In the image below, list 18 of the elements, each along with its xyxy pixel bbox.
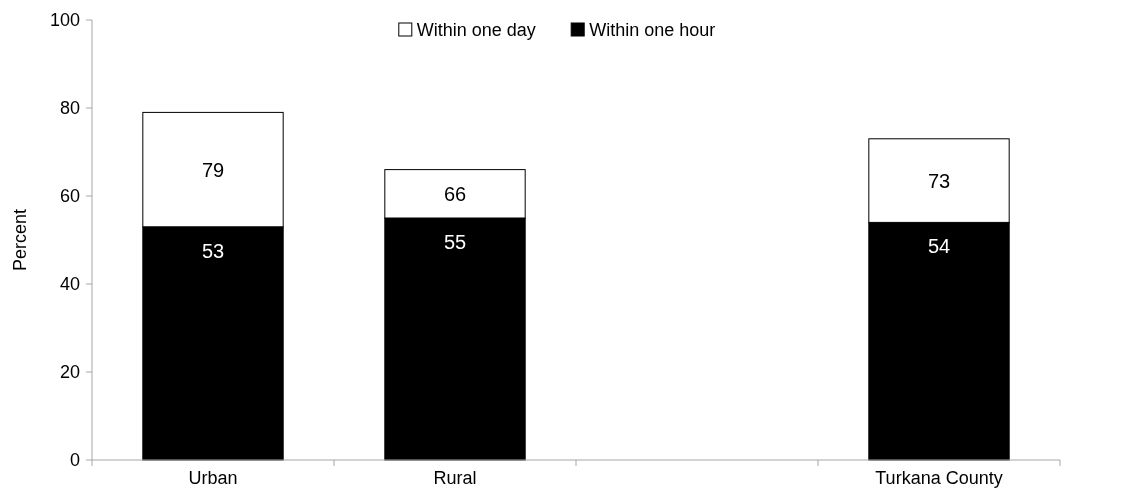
y-tick-label: 60 bbox=[59, 186, 80, 207]
legend-label: Within one day bbox=[416, 20, 536, 41]
x-tick-label: Turkana County bbox=[875, 468, 1003, 488]
y-tick-label: 40 bbox=[59, 274, 80, 295]
x-tick-label: Rural bbox=[433, 468, 477, 488]
data-label: 54 bbox=[927, 235, 951, 258]
data-label: 53 bbox=[201, 239, 225, 262]
total-label: 79 bbox=[201, 158, 225, 181]
y-tick-label: 100 bbox=[49, 10, 80, 31]
y-tick-label: 0 bbox=[69, 450, 80, 471]
total-label: 66 bbox=[443, 182, 467, 205]
y-axis-title: Percent bbox=[10, 208, 30, 272]
y-tick-label: 80 bbox=[59, 98, 80, 119]
total-label: 73 bbox=[927, 169, 951, 192]
legend-label: Within one hour bbox=[589, 20, 716, 41]
data-label: 55 bbox=[443, 231, 467, 253]
x-tick-label: Urban bbox=[188, 468, 238, 488]
y-tick-label: 20 bbox=[59, 362, 80, 383]
